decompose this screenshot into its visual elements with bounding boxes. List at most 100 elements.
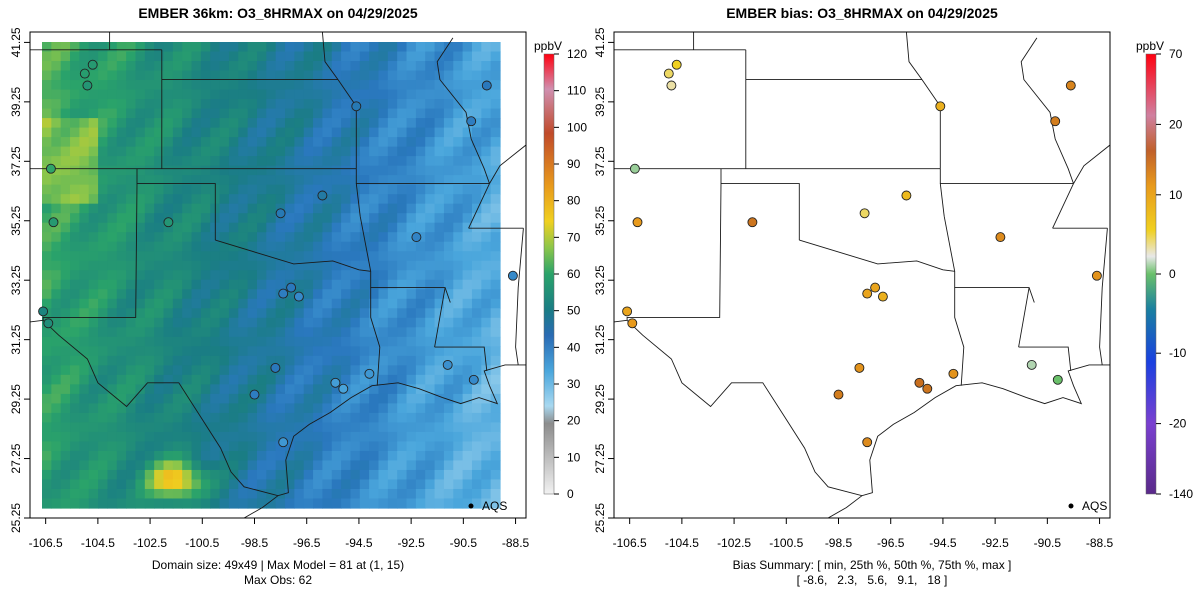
station-marker <box>948 368 959 379</box>
grid-cell <box>453 488 464 500</box>
grid-cell <box>51 232 62 243</box>
grid-cell <box>210 460 221 471</box>
grid-cell <box>415 422 426 433</box>
grid-cell <box>406 279 417 290</box>
grid-cell <box>490 184 501 195</box>
grid-cell <box>163 431 174 443</box>
grid-cell <box>481 460 492 471</box>
grid-cell <box>387 441 398 452</box>
grid-cell <box>98 441 109 452</box>
grid-cell <box>275 393 286 404</box>
grid-cell <box>322 279 333 290</box>
grid-cell <box>172 412 183 424</box>
grid-cell <box>406 317 417 328</box>
grid-cell <box>144 184 155 195</box>
station-marker <box>632 217 643 228</box>
grid-cell <box>322 298 333 309</box>
grid-cell <box>135 279 146 290</box>
grid-cell <box>70 460 80 471</box>
grid-cell <box>275 118 286 129</box>
grid-cell <box>219 222 230 233</box>
grid-cell <box>256 355 267 366</box>
grid-cell <box>98 488 109 500</box>
grid-cell <box>219 270 230 281</box>
grid-cell <box>42 365 52 376</box>
boundary-line <box>42 319 526 497</box>
grid-cell <box>172 336 183 347</box>
grid-cell <box>116 422 127 433</box>
grid-cell <box>406 336 417 347</box>
grid-cell <box>60 89 71 100</box>
grid-cell <box>144 194 155 205</box>
station-marker <box>466 116 477 127</box>
grid-cell <box>60 498 71 509</box>
grid-cell <box>266 450 277 462</box>
grid-cell <box>378 137 389 148</box>
grid-cell <box>79 365 90 376</box>
lon-tick-label: -90.5 <box>450 536 478 550</box>
grid-cell <box>88 365 99 376</box>
grid-cell <box>462 355 473 366</box>
grid-cell <box>228 365 239 376</box>
grid-cell <box>303 403 314 414</box>
grid-cell <box>163 289 174 300</box>
grid-cell <box>238 308 249 319</box>
grid-cell <box>303 89 314 100</box>
grid-cell <box>107 89 118 100</box>
grid-cell <box>163 422 174 433</box>
grid-cell <box>219 431 230 443</box>
grid-cell <box>172 203 183 214</box>
grid-cell <box>294 232 305 243</box>
grid-cell <box>406 108 417 119</box>
grid-cell <box>359 336 370 347</box>
grid-cell <box>397 260 408 271</box>
grid-cell <box>144 298 155 309</box>
grid-cell <box>98 308 109 319</box>
grid-cell <box>453 403 464 414</box>
grid-cell <box>303 355 314 366</box>
station-marker <box>901 190 912 201</box>
grid-cell <box>313 336 324 347</box>
grid-cell <box>256 127 267 138</box>
grid-cell <box>107 251 118 262</box>
grid-cell <box>135 251 146 262</box>
grid-cell <box>294 308 305 319</box>
grid-cell <box>425 403 436 414</box>
grid-cell <box>350 165 361 176</box>
grid-cell <box>135 137 146 148</box>
grid-cell <box>453 108 464 119</box>
grid-cell <box>425 118 436 129</box>
grid-cell <box>378 213 389 224</box>
grid-cell <box>135 469 146 481</box>
grid-cell <box>285 365 295 376</box>
grid-cell <box>397 441 408 452</box>
grid-cell <box>294 213 305 224</box>
grid-cell <box>443 488 454 500</box>
lat-tick-label: 25.25 <box>9 503 23 533</box>
grid-cell <box>294 498 305 509</box>
grid-cell <box>453 184 464 195</box>
grid-cell <box>453 298 464 309</box>
grid-cell <box>359 308 370 319</box>
grid-cell <box>453 365 464 376</box>
grid-cell <box>322 346 333 357</box>
grid-cell <box>126 365 137 376</box>
grid-cell <box>462 61 473 72</box>
grid-cell <box>256 251 267 262</box>
grid-cell <box>154 479 165 490</box>
grid-cell <box>172 431 183 443</box>
grid-cell <box>322 317 333 328</box>
grid-cell <box>126 251 137 262</box>
grid-cell <box>462 203 473 214</box>
grid-cell <box>182 80 193 91</box>
grid-cell <box>359 403 370 414</box>
grid-cell <box>88 108 99 119</box>
grid-cell <box>51 80 62 91</box>
grid-cell <box>79 450 90 462</box>
grid-cell <box>60 289 71 300</box>
grid-cell <box>238 298 249 309</box>
grid-cell <box>126 99 137 110</box>
grid-cell <box>256 289 267 300</box>
grid-cell <box>359 70 370 81</box>
grid-cell <box>256 108 267 119</box>
